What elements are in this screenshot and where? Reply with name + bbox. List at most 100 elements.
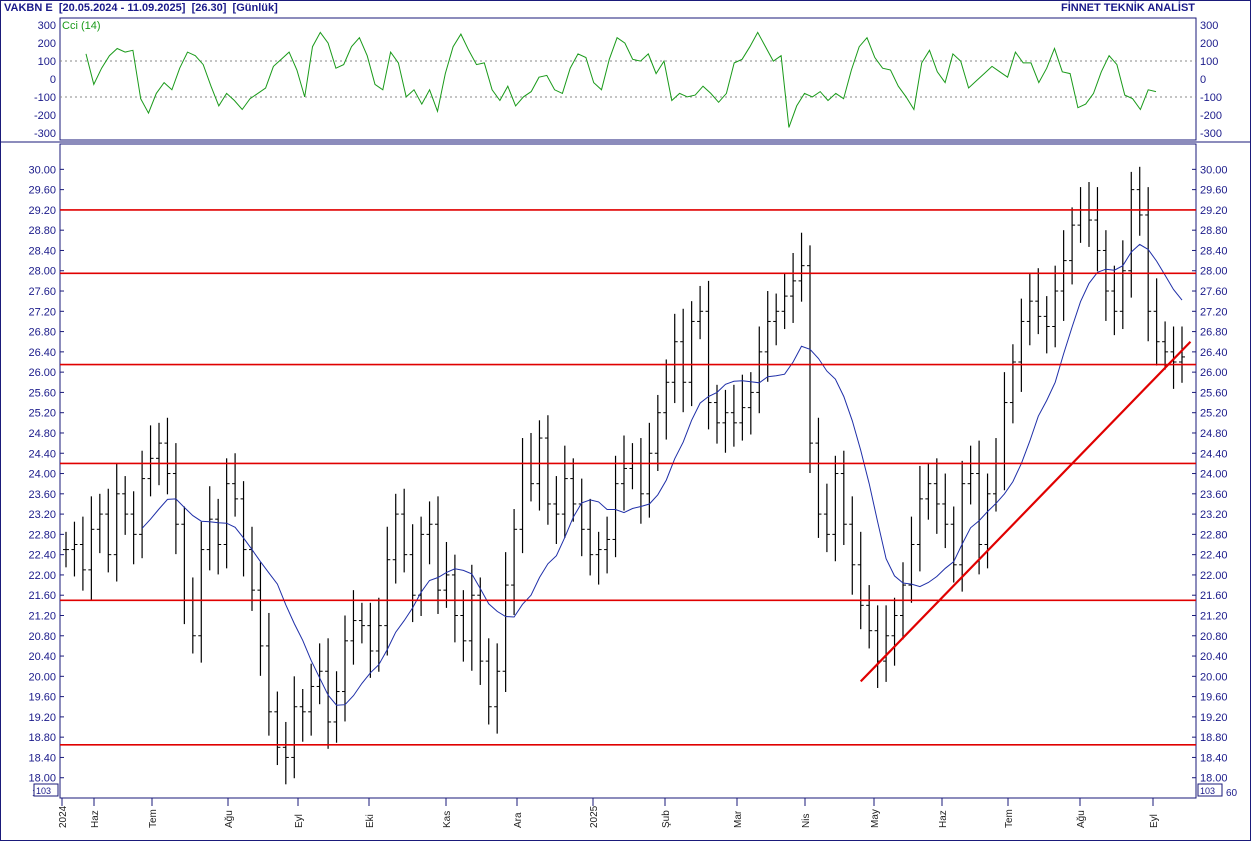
moving-average-line — [141, 243, 1183, 706]
price-tick-right: 20.80 — [1200, 631, 1228, 643]
scale-badge-right — [1197, 783, 1223, 797]
price-tick-left: 24.40 — [28, 448, 56, 460]
rising-trendline — [859, 340, 1192, 683]
cci-tick-right: -100 — [1200, 92, 1222, 104]
price-tick-right: 26.00 — [1200, 367, 1228, 379]
price-tick-left: 28.00 — [28, 266, 56, 278]
x-tick-label: Ağu — [224, 810, 235, 828]
price-tick-left: 25.20 — [28, 408, 56, 420]
cci-tick-left: 0 — [50, 74, 56, 86]
price-tick-left: 24.80 — [28, 428, 56, 440]
price-tick-right: 26.40 — [1200, 347, 1228, 359]
price-tick-right: 27.20 — [1200, 306, 1228, 318]
x-tick-label: Nis — [801, 814, 812, 828]
price-tick-right: 24.00 — [1200, 469, 1228, 481]
brand-label: FİNNET TEKNİK ANALİST — [1060, 2, 1195, 14]
x-tick-label: Mar — [733, 810, 744, 828]
price-tick-right: 29.60 — [1200, 185, 1228, 197]
price-tick-left: 19.20 — [28, 712, 56, 724]
price-tick-left: 28.40 — [28, 245, 56, 257]
x-tick-label: 2024 — [58, 805, 69, 828]
price-tick-left: 26.00 — [28, 367, 56, 379]
price-tick-right: 21.60 — [1200, 590, 1228, 602]
date-range-label: [20.05.2024 - 11.09.2025] — [58, 2, 186, 14]
x-tick-label: Kas — [442, 811, 453, 828]
x-tick-label: Şub — [661, 810, 672, 828]
scale-badge-left — [33, 783, 59, 797]
price-tick-right: 25.60 — [1200, 387, 1228, 399]
price-tick-right: 28.40 — [1200, 245, 1228, 257]
cci-tick-left: 100 — [38, 56, 56, 68]
price-tick-right: 29.20 — [1200, 205, 1228, 217]
cci-tick-right: 200 — [1200, 38, 1218, 50]
x-tick-label: Haz — [90, 810, 101, 828]
price-tick-right: 25.20 — [1200, 408, 1228, 420]
price-tick-bottom-right: 60 — [1226, 788, 1238, 799]
price-panel-border — [59, 143, 1197, 799]
price-tick-right: 20.40 — [1200, 651, 1228, 663]
price-tick-left: 27.60 — [28, 286, 56, 298]
cci-tick-left: -100 — [34, 92, 56, 104]
price-tick-right: 27.60 — [1200, 286, 1228, 298]
price-tick-left: 19.60 — [28, 692, 56, 704]
price-tick-left: 26.40 — [28, 347, 56, 359]
price-tick-left: 29.20 — [28, 205, 56, 217]
indicator-panel-border — [59, 17, 1197, 141]
price-tick-left: 29.60 — [28, 185, 56, 197]
price-tick-right: 20.00 — [1200, 671, 1228, 683]
price-tick-right: 22.00 — [1200, 570, 1228, 582]
price-tick-left: 20.80 — [28, 631, 56, 643]
cci-tick-left: -300 — [34, 128, 56, 140]
x-tick-label: May — [870, 809, 881, 828]
cci-tick-left: 300 — [38, 20, 56, 32]
price-tick-left: 27.20 — [28, 306, 56, 318]
price-tick-left: 18.80 — [28, 732, 56, 744]
x-tick-label: Tem — [148, 809, 159, 828]
price-tick-left: 23.20 — [28, 509, 56, 521]
scale-badge-left-text: 103 — [36, 786, 51, 796]
cci-tick-right: -300 — [1200, 128, 1222, 140]
price-tick-right: 26.80 — [1200, 327, 1228, 339]
period-label: [Günlük] — [232, 2, 278, 14]
price-tick-left: 21.20 — [28, 610, 56, 622]
price-tick-left: 25.60 — [28, 387, 56, 399]
cci-tick-right: 300 — [1200, 20, 1218, 32]
cci-tick-right: 100 — [1200, 56, 1218, 68]
x-tick-label: Ağu — [1076, 810, 1087, 828]
price-tick-left: 28.80 — [28, 225, 56, 237]
price-tick-left: 22.80 — [28, 529, 56, 541]
price-tick-left: 23.60 — [28, 489, 56, 501]
price-tick-right: 19.60 — [1200, 692, 1228, 704]
x-tick-label: 2025 — [589, 805, 600, 828]
price-tick-left: 30.00 — [28, 164, 56, 176]
price-tick-left: 18.00 — [28, 773, 56, 785]
cci-line — [85, 31, 1157, 128]
x-tick-label: Ara — [513, 812, 524, 828]
cci-tick-left: 200 — [38, 38, 56, 50]
scale-badge-right-text: 103 — [1200, 786, 1215, 796]
price-tick-right: 28.80 — [1200, 225, 1228, 237]
price-tick-right: 22.40 — [1200, 550, 1228, 562]
price-bars — [63, 166, 1185, 785]
symbol-label: VAKBN E — [4, 2, 53, 14]
x-tick-label: Eki — [365, 814, 376, 828]
cci-legend-label: Cci (14) — [62, 20, 101, 32]
price-tick-right: 18.80 — [1200, 732, 1228, 744]
chart-header: VAKBN E [20.05.2024 - 11.09.2025] [26.30… — [4, 2, 278, 14]
price-tick-left: 24.00 — [28, 469, 56, 481]
price-tick-right: 30.00 — [1200, 164, 1228, 176]
price-tick-right: 28.00 — [1200, 266, 1228, 278]
price-tick-right: 23.20 — [1200, 509, 1228, 521]
price-tick-left: 22.00 — [28, 570, 56, 582]
cci-tick-right: -200 — [1200, 110, 1222, 122]
cci-tick-left: -200 — [34, 110, 56, 122]
price-tick-left: 20.00 — [28, 671, 56, 683]
price-tick-right: 18.00 — [1200, 773, 1228, 785]
x-tick-label: Haz — [938, 810, 949, 828]
price-tick-left: 22.40 — [28, 550, 56, 562]
price-tick-right: 24.40 — [1200, 448, 1228, 460]
x-tick-label: Tem — [1004, 809, 1015, 828]
x-tick-label: Eyl — [294, 814, 305, 828]
price-tick-right: 18.40 — [1200, 752, 1228, 764]
price-tick-left: 26.80 — [28, 327, 56, 339]
